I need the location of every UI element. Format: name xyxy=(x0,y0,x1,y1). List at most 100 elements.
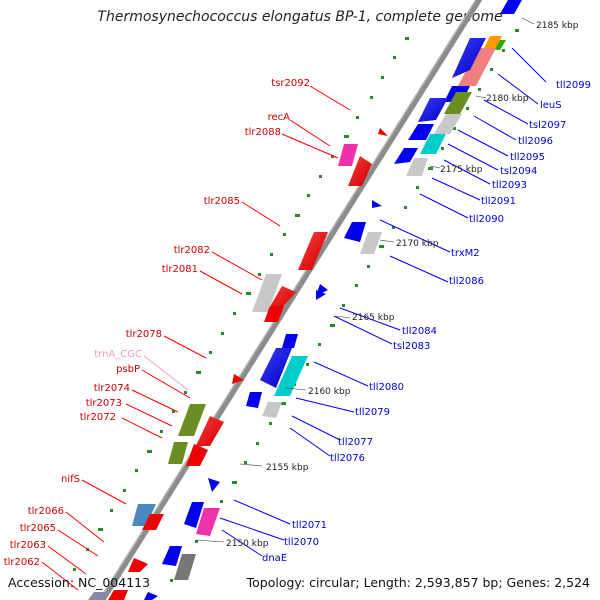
scale-label: 2175 kbp xyxy=(440,165,483,175)
scale-label: 2170 kbp xyxy=(396,239,439,249)
gene-label-trnA_CGC[interactable]: trnA_CGC xyxy=(94,349,142,360)
gene-tll2095[interactable] xyxy=(434,114,462,134)
gene-label-tlr2073[interactable]: tlr2073 xyxy=(86,398,122,409)
gene-label-leuS[interactable]: leuS xyxy=(540,100,562,111)
gene-tll2076[interactable] xyxy=(246,392,262,408)
scale-label: 2155 kbp xyxy=(266,463,309,473)
gene-tlr2081[interactable] xyxy=(268,286,296,310)
gene-blue-bottom[interactable] xyxy=(162,546,182,566)
gene-trxM2[interactable] xyxy=(344,222,366,242)
gene-tsl2083[interactable] xyxy=(316,290,326,300)
gene-label-tlr2065[interactable]: tlr2065 xyxy=(20,523,56,534)
gene-label-tsl2094[interactable]: tsl2094 xyxy=(500,166,537,177)
gene-label-trxM2[interactable]: trxM2 xyxy=(451,248,480,259)
gene-nifS[interactable] xyxy=(132,504,156,526)
gene-label-tll2095[interactable]: tll2095 xyxy=(510,152,545,163)
gene-blue-footer[interactable] xyxy=(144,592,158,600)
gene-label-tsr2092[interactable]: tsr2092 xyxy=(271,78,310,89)
gene-blue-top[interactable] xyxy=(452,38,486,78)
gene-label-tll2086[interactable]: tll2086 xyxy=(449,276,484,287)
gene-label-tlr2066[interactable]: tlr2066 xyxy=(28,506,64,517)
gene-label-tll2071[interactable]: tll2071 xyxy=(292,520,327,531)
gene-label-tll2080[interactable]: tll2080 xyxy=(369,382,404,393)
topology-label: Topology: circular; Length: 2,593,857 bp… xyxy=(246,575,590,590)
gene-unlabeled-green[interactable] xyxy=(494,40,506,50)
scale-label: 2185 kbp xyxy=(536,21,579,31)
trna-callout-line xyxy=(143,355,189,391)
gene-label-tlr2074[interactable]: tlr2074 xyxy=(94,383,130,394)
gene-tlr2072[interactable] xyxy=(186,444,208,466)
gene-label-dnaE[interactable]: dnaE xyxy=(262,553,287,564)
scale-labels: 2185 kbp 2180 kbp 2175 kbp 2170 kbp 2165… xyxy=(226,21,579,549)
gene-label-tll2090[interactable]: tll2090 xyxy=(469,214,504,225)
gene-tll2099[interactable] xyxy=(500,0,522,14)
gene-tll2091[interactable] xyxy=(394,148,418,164)
scale-tick-lines xyxy=(195,17,535,543)
gene-tll2070[interactable] xyxy=(184,502,204,528)
reverse-strand-genes xyxy=(144,0,522,600)
scale-label: 2180 kbp xyxy=(486,94,529,104)
gene-label-tll2077[interactable]: tll2077 xyxy=(338,437,373,448)
gene-blue-2095[interactable] xyxy=(418,98,448,122)
reverse-callout-lines xyxy=(219,47,547,557)
gene-label-tlr2088[interactable]: tlr2088 xyxy=(245,127,281,138)
gene-dnaE[interactable] xyxy=(196,508,220,536)
gene-label-tll2096[interactable]: tll2096 xyxy=(518,136,553,147)
gene-label-tlr2072[interactable]: tlr2072 xyxy=(80,412,116,423)
gene-grey-footer[interactable] xyxy=(88,592,106,600)
gene-tlr2062[interactable] xyxy=(108,590,128,600)
gene-recA[interactable] xyxy=(338,144,358,166)
gene-tlr2066[interactable] xyxy=(142,514,164,530)
gene-tlr2078[interactable] xyxy=(232,374,244,384)
gene-tll2080[interactable] xyxy=(282,334,298,348)
gene-label-tll2099[interactable]: tll2099 xyxy=(556,80,591,91)
gene-label-tlr2081[interactable]: tlr2081 xyxy=(162,264,198,275)
gene-small-blue-2090[interactable] xyxy=(372,200,382,208)
gene-tlr2082[interactable] xyxy=(252,274,282,312)
forward-strand-ticks xyxy=(73,37,409,571)
gene-tll2086[interactable] xyxy=(360,232,382,254)
gene-label-tll2070[interactable]: tll2070 xyxy=(284,537,319,548)
gene-label-tll2079[interactable]: tll2079 xyxy=(355,407,390,418)
gene-label-tll2093[interactable]: tll2093 xyxy=(492,180,527,191)
gene-grey-bottom[interactable] xyxy=(174,554,196,580)
reverse-strand-ticks xyxy=(170,29,519,582)
accession-label: Accession: NC_004113 xyxy=(8,575,151,590)
gene-tll2077[interactable] xyxy=(274,356,308,396)
gene-label-nifS[interactable]: nifS xyxy=(61,474,80,485)
gene-tlr2073[interactable] xyxy=(168,442,188,464)
gene-label-tlr2082[interactable]: tlr2082 xyxy=(174,245,210,256)
gene-label-tlr2063[interactable]: tlr2063 xyxy=(10,540,46,551)
gene-label-tll2091[interactable]: tll2091 xyxy=(481,196,516,207)
gene-label-tlr2085[interactable]: tlr2085 xyxy=(204,196,240,207)
gene-tll2071[interactable] xyxy=(208,478,220,492)
gene-label-tlr2078[interactable]: tlr2078 xyxy=(126,329,162,340)
gene-tlr2074[interactable] xyxy=(196,416,224,446)
reverse-gene-labels: tll2099 leuS tsl2097 tll2096 tll2095 tsl… xyxy=(262,80,591,564)
gene-label-tlr2062[interactable]: tlr2062 xyxy=(4,557,40,568)
gene-tsr2092[interactable] xyxy=(378,128,388,136)
forward-gene-labels: tsr2092 recA tlr2088 tlr2085 tlr2082 tlr… xyxy=(4,78,310,568)
scale-label: 2150 kbp xyxy=(226,539,269,549)
gene-label-tll2076[interactable]: tll2076 xyxy=(330,453,365,464)
gene-psbP[interactable] xyxy=(178,404,206,436)
gene-tll2090[interactable] xyxy=(406,158,428,176)
gene-tll2096[interactable] xyxy=(444,92,472,114)
gene-label-tsl2097[interactable]: tsl2097 xyxy=(529,120,566,131)
genome-backbone xyxy=(98,0,483,600)
gene-tsl2094[interactable] xyxy=(420,134,446,154)
gene-tlr2088[interactable] xyxy=(348,156,372,186)
gene-leuS[interactable] xyxy=(458,48,496,86)
gene-small-grey-2076[interactable] xyxy=(262,402,282,418)
gene-tlr2081b[interactable] xyxy=(264,306,284,322)
scale-label: 2165 kbp xyxy=(352,313,395,323)
gene-label-tll2084[interactable]: tll2084 xyxy=(402,326,437,337)
gene-tll2093[interactable] xyxy=(408,124,434,140)
gene-tll2079[interactable] xyxy=(260,348,292,388)
gene-label-recA[interactable]: recA xyxy=(268,112,291,123)
gene-tlr2063[interactable] xyxy=(128,558,148,572)
gene-label-tsl2083[interactable]: tsl2083 xyxy=(393,341,430,352)
gene-label-psbP[interactable]: psbP xyxy=(116,364,140,375)
gene-tlr2085[interactable] xyxy=(298,232,328,270)
